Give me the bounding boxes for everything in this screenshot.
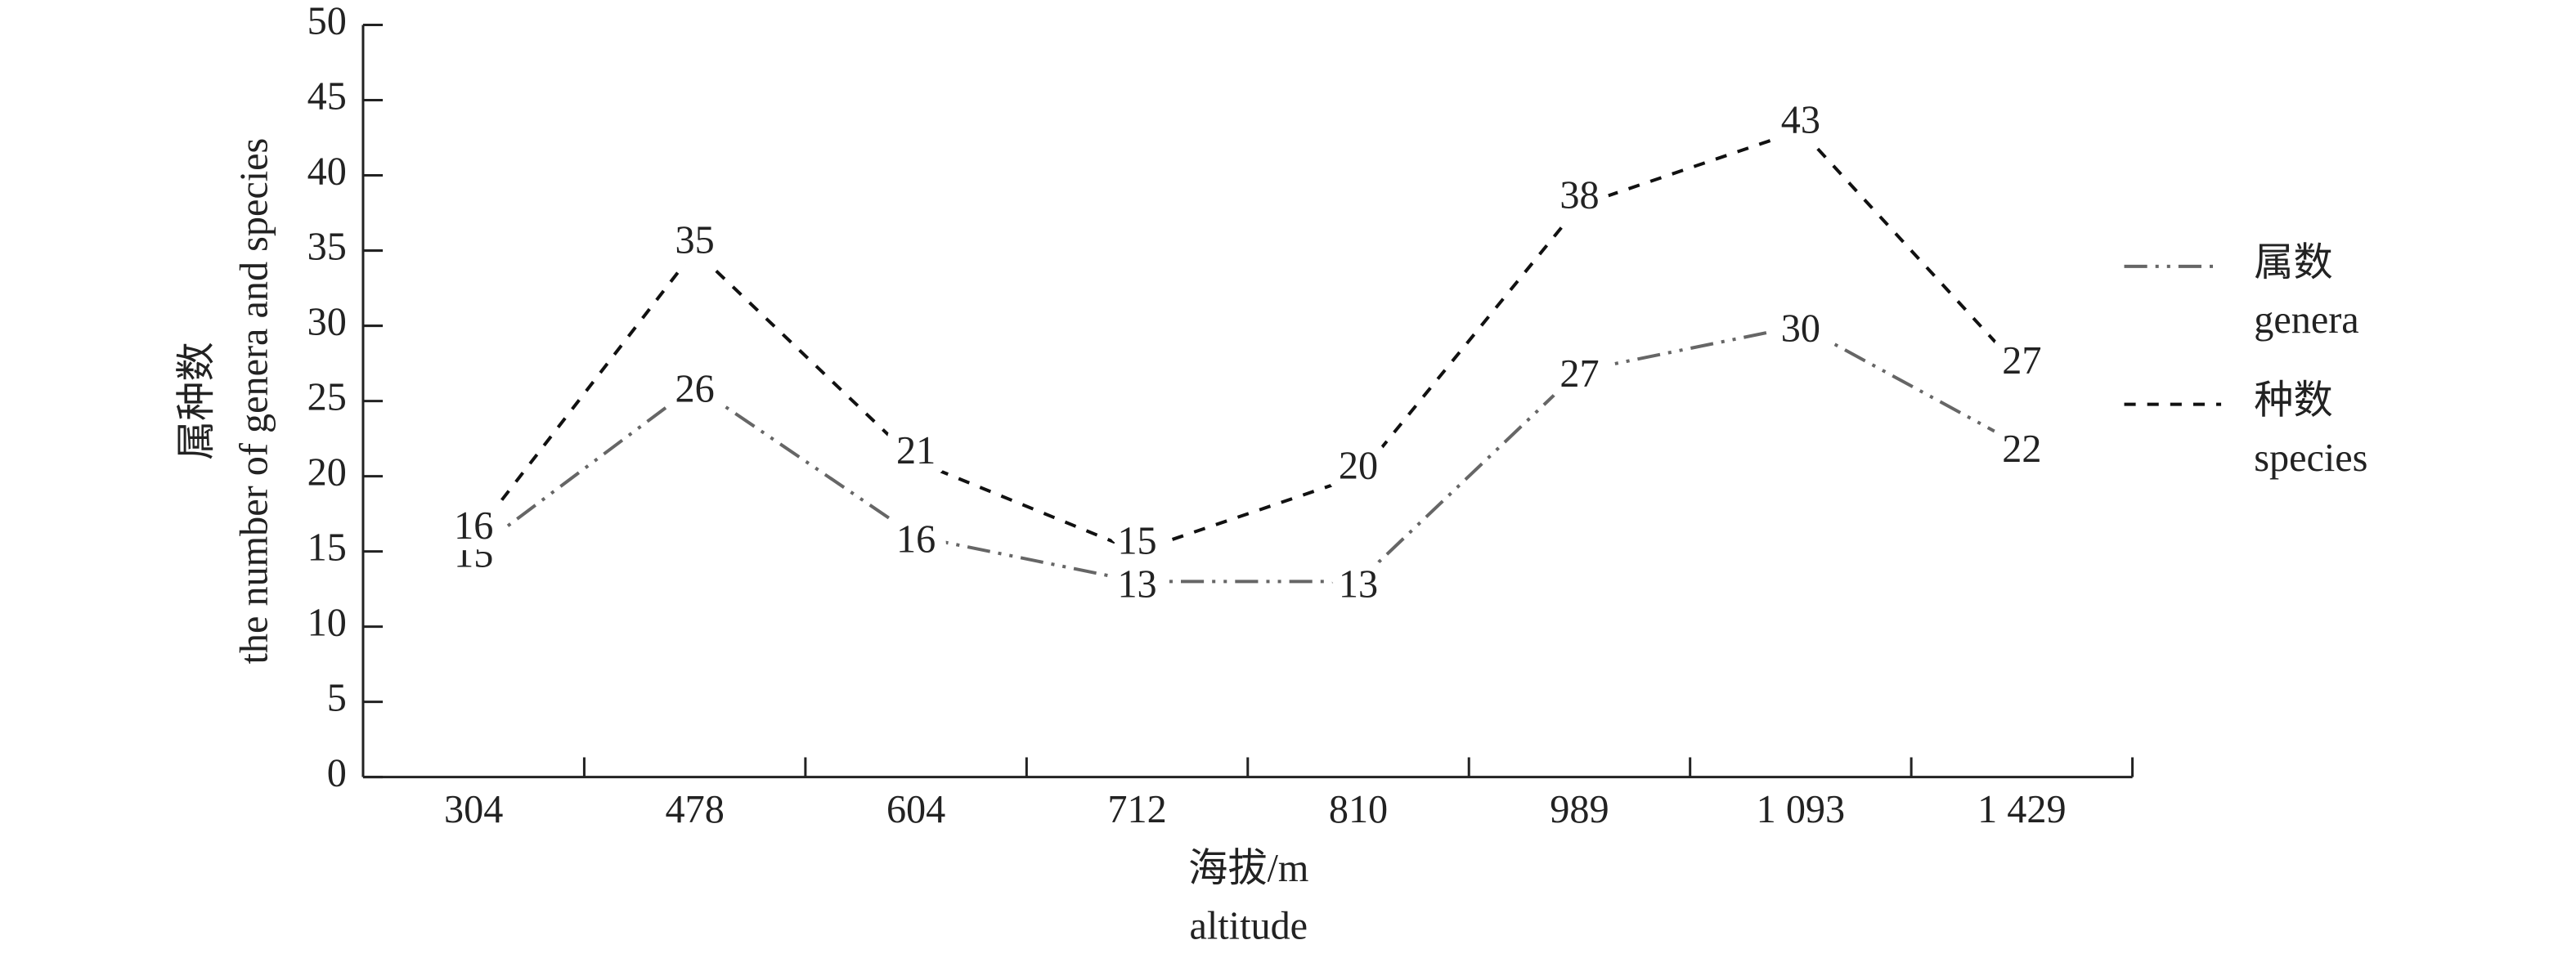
y-tick-label: 5	[327, 677, 347, 720]
x-tick-label: 478	[665, 788, 724, 831]
y-tick-label: 0	[327, 752, 347, 795]
data-label: 15	[1117, 520, 1156, 563]
y-tick-label: 25	[307, 376, 347, 419]
legend-label: 属数	[2254, 241, 2332, 284]
x-tick-label: 810	[1329, 788, 1388, 831]
legend-label: species	[2254, 436, 2367, 480]
data-label: 16	[896, 517, 936, 561]
data-label: 13	[1339, 562, 1378, 606]
y-tick-label: 35	[307, 226, 347, 269]
data-label: 26	[675, 367, 715, 410]
x-tick-label: 712	[1107, 788, 1166, 831]
data-label: 30	[1781, 307, 1820, 351]
y-tick-label: 20	[307, 451, 347, 495]
y-tick-label: 40	[307, 150, 347, 194]
data-label: 16	[454, 504, 493, 548]
x-axis-label: altitude	[1190, 905, 1308, 948]
data-label: 27	[2002, 339, 2041, 383]
y-tick-label: 15	[307, 526, 347, 570]
x-tick-label: 989	[1550, 788, 1609, 831]
x-axis-label: 海拔/m	[1188, 847, 1308, 890]
x-tick-label: 1 429	[1977, 788, 2066, 831]
legend-label: genera	[2254, 298, 2358, 342]
data-label: 13	[1117, 562, 1156, 606]
x-tick-label: 1 093	[1757, 788, 1845, 831]
y-tick-label: 30	[307, 301, 347, 344]
y-tick-label: 10	[307, 602, 347, 645]
data-label: 38	[1560, 173, 1599, 217]
y-tick-label: 45	[307, 75, 347, 119]
legend-label: 种数	[2254, 379, 2332, 423]
data-label: 21	[896, 429, 936, 472]
y-axis-label: 属种数	[175, 342, 218, 460]
x-tick-label: 604	[886, 788, 945, 831]
y-axis-label: the number of genera and species	[232, 138, 276, 665]
data-label: 35	[675, 219, 715, 262]
y-tick-label: 50	[307, 0, 347, 43]
series-line	[472, 324, 2023, 584]
data-label: 43	[1781, 98, 1820, 141]
series-line	[472, 128, 2023, 553]
x-tick-label: 304	[444, 788, 503, 831]
data-label: 22	[2002, 428, 2041, 471]
data-label: 27	[1560, 352, 1599, 396]
data-label: 20	[1339, 445, 1378, 488]
